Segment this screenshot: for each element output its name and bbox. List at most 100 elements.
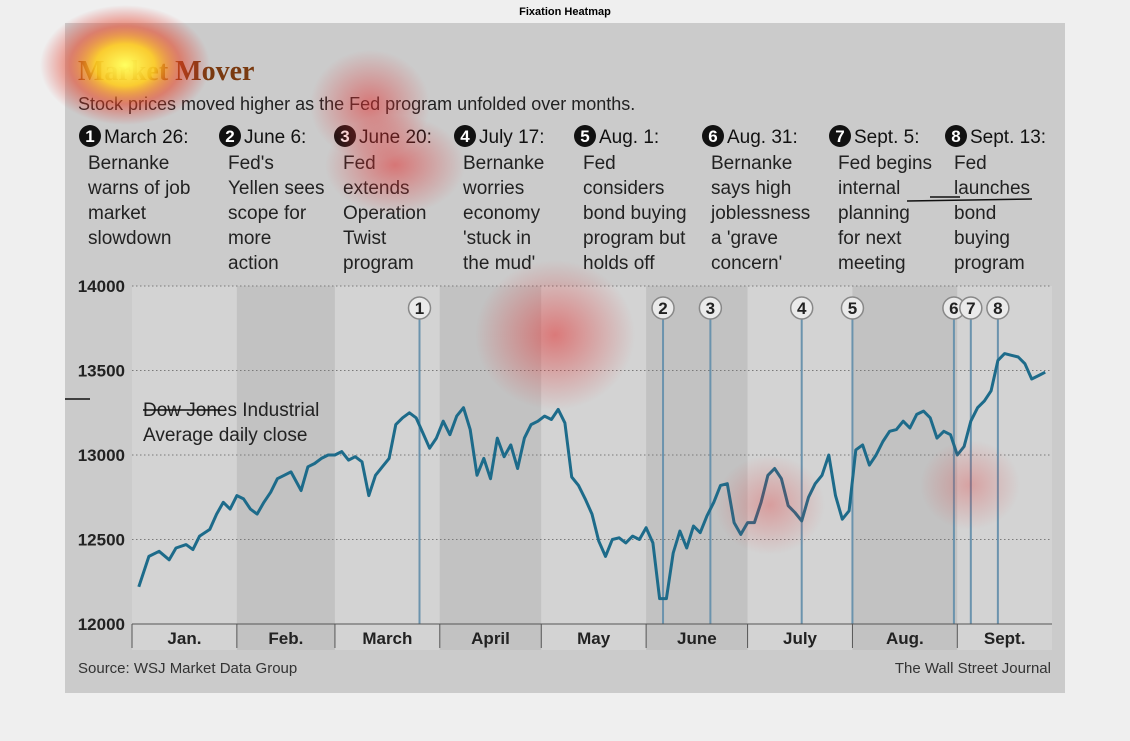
event-description-line: Bernanke xyxy=(711,153,792,174)
event-description-line: concern' xyxy=(711,253,782,274)
event-description-line: Bernanke xyxy=(88,153,169,174)
month-bands xyxy=(132,286,1052,650)
x-tick-label: July xyxy=(783,629,818,648)
event-number: 7 xyxy=(835,127,844,146)
event-description-line: program xyxy=(954,253,1025,274)
event-date: Sept. 5: xyxy=(854,127,920,148)
y-tick-label: 13500 xyxy=(78,362,125,381)
event-description-line: a 'grave xyxy=(711,228,778,249)
event-number-badge xyxy=(574,125,596,147)
event-date: July 17: xyxy=(479,127,544,148)
event-description-line: Fed xyxy=(583,153,616,174)
event-description-line: buying xyxy=(954,228,1010,249)
x-axis-months: Jan. Feb. March April May June July Aug. Sept. xyxy=(131,623,1052,648)
y-tick-label: 12000 xyxy=(78,615,125,634)
event-description-line: market xyxy=(88,203,147,224)
event-date: Sept. 13: xyxy=(970,127,1046,148)
event-number: 5 xyxy=(580,127,589,146)
x-tick-label: Jan. xyxy=(167,629,201,648)
event-number: 1 xyxy=(85,127,94,146)
fixation-spot xyxy=(920,440,1020,530)
event-number: 6 xyxy=(708,127,717,146)
event-description-line: internal xyxy=(838,178,900,199)
dow-jones-series-line xyxy=(137,352,1046,601)
event-badge xyxy=(959,296,983,320)
event-badge xyxy=(986,296,1010,320)
event-badge-number: 3 xyxy=(706,299,715,318)
event-description-line: considers xyxy=(583,178,664,199)
event-badge xyxy=(651,296,675,320)
event-description-line: launches xyxy=(954,178,1030,199)
event-description-line: warns of job xyxy=(87,178,190,199)
event-badge xyxy=(789,296,814,320)
event-date: June 6: xyxy=(244,127,306,148)
fixation-spot xyxy=(475,260,635,410)
x-tick-label: Sept. xyxy=(984,629,1026,648)
month-band xyxy=(132,286,237,650)
event-number-badge xyxy=(454,125,476,147)
event-description-line: meeting xyxy=(838,253,906,274)
event-number-badge xyxy=(945,125,967,147)
event-description-line: action xyxy=(228,253,279,274)
gaze-stroke xyxy=(906,198,1033,202)
event-description-line: bond buying xyxy=(583,203,687,224)
event-description-line: 'stuck in xyxy=(463,228,531,249)
y-tick-label: 12500 xyxy=(78,531,125,550)
event-number-badge xyxy=(79,125,101,147)
x-tick-label: April xyxy=(471,629,510,648)
event-description-line: Fed begins xyxy=(838,153,932,174)
event-description-line: says high xyxy=(711,178,791,199)
month-band xyxy=(646,286,748,650)
event-number: 8 xyxy=(951,127,960,146)
x-tick-label: Aug. xyxy=(886,629,924,648)
event-description-line: Fed's xyxy=(228,153,274,174)
fixation-spot-hot xyxy=(40,5,210,125)
event-date: March 26: xyxy=(104,127,188,148)
event-badge-number: 1 xyxy=(415,299,424,318)
figure-title: Fixation Heatmap xyxy=(519,6,611,18)
series-label-line-2: Average daily close xyxy=(143,425,307,446)
event-date: Aug. 31: xyxy=(727,127,798,148)
event-description-line: slowdown xyxy=(88,228,171,249)
publisher-credit: The Wall Street Journal xyxy=(895,660,1051,677)
event-badge-number: 8 xyxy=(993,299,1002,318)
x-tick-label: Feb. xyxy=(268,629,303,648)
series-group xyxy=(137,352,1046,601)
fixation-spot xyxy=(325,115,465,215)
y-tick-label: 14000 xyxy=(78,277,125,296)
x-tick-label: March xyxy=(362,629,412,648)
event-number-badge xyxy=(829,125,851,147)
event-description-line: more xyxy=(228,228,271,249)
event-description-line: joblessness xyxy=(710,203,810,224)
event-badge xyxy=(407,296,432,320)
series-label-line-1: Dow Jones Industrial xyxy=(143,400,319,421)
fixation-spot xyxy=(715,455,825,555)
event-description-line: bond xyxy=(954,203,996,224)
event-number-badge xyxy=(702,125,724,147)
event-badge-number: 5 xyxy=(848,299,857,318)
x-tick-label: June xyxy=(677,629,717,648)
event-number: 4 xyxy=(460,127,470,146)
event-number-badge xyxy=(219,125,241,147)
event-badge-number: 7 xyxy=(966,299,975,318)
y-tick-label: 13000 xyxy=(78,446,125,465)
event-description-line: for next xyxy=(838,228,902,249)
event-description-line: Twist xyxy=(343,228,387,249)
source-note: Source: WSJ Market Data Group xyxy=(78,660,297,677)
event-badge xyxy=(698,296,723,320)
event-badge xyxy=(840,296,865,320)
event-description-line: Yellen sees xyxy=(228,178,324,199)
event-description-line: program xyxy=(343,253,414,274)
event-description-line: program but xyxy=(583,228,686,249)
month-band xyxy=(334,286,440,650)
event-description-line: the mud' xyxy=(463,253,535,274)
month-band xyxy=(236,286,335,650)
event-description-line: worries xyxy=(462,178,524,199)
fixation-heatmap-overlay xyxy=(40,5,1020,555)
event-badge-number: 4 xyxy=(797,299,807,318)
event-date: Aug. 1: xyxy=(599,127,659,148)
event-description-line: holds off xyxy=(583,253,655,274)
event-number: 2 xyxy=(225,127,234,146)
